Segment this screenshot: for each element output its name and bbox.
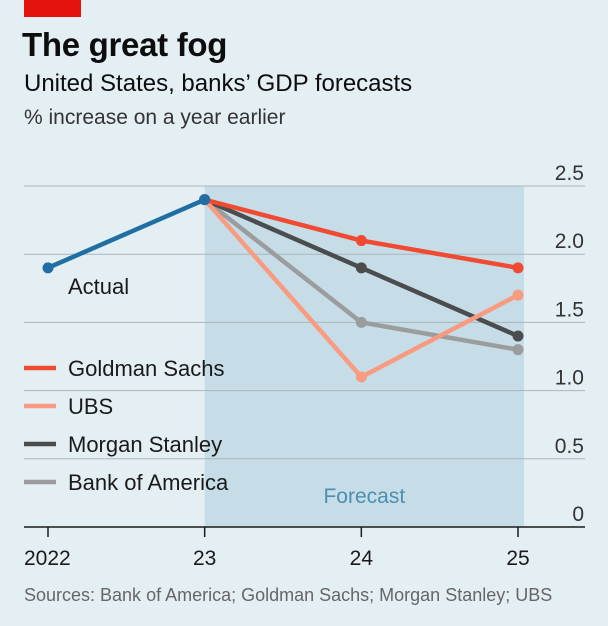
morgan-stanley-point [512,330,524,342]
morgan-stanley-point [355,262,367,274]
bank-of-america-point [355,316,367,328]
y-tick-label: 1.5 [555,298,584,321]
legend-label: Bank of America [68,470,229,495]
chart-subtitle: United States, banks’ GDP forecasts [24,70,413,97]
y-tick-label: 1.0 [555,367,584,390]
units-label: % increase on a year earlier [24,106,286,129]
actual-point [42,262,54,274]
actual-line [45,197,207,271]
x-tick-label: 2022 [24,547,71,570]
ubs-point [512,289,524,301]
y-tick-label: 0.5 [555,435,584,458]
goldman-sachs-point [355,235,367,247]
goldman-sachs-point [512,262,524,274]
ubs-point [355,371,367,383]
actual-label: Actual [68,274,129,299]
x-tick-label: 24 [350,547,374,570]
legend-label: Morgan Stanley [68,432,222,457]
x-tick-label: 25 [506,547,529,570]
forecast-label: Forecast [323,485,405,508]
source-note: Sources: Bank of America; Goldman Sachs;… [24,585,553,605]
chart-title: The great fog [22,26,228,63]
y-tick-label: 2.5 [555,162,584,185]
bank-of-america-point [512,344,524,356]
y-tick-label: 2.0 [555,230,584,253]
brand-red-tag [24,0,81,17]
x-tick-label: 23 [193,547,216,570]
actual-point [199,194,211,206]
y-tick-label: 0 [572,503,584,526]
legend-label: UBS [68,394,113,419]
legend-label: Goldman Sachs [68,356,225,381]
